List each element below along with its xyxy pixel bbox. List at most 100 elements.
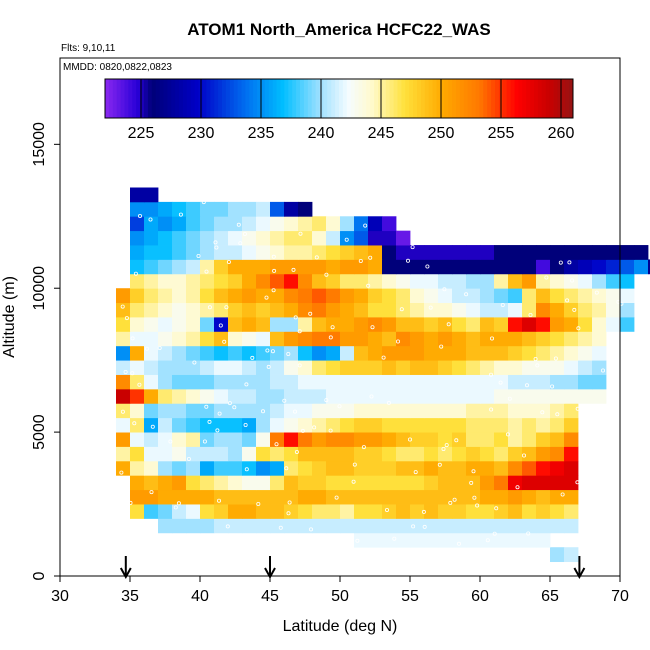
colorbar-segment [463,79,469,118]
heatmap-cell [214,446,229,462]
colorbar-segment [409,79,414,118]
heatmap-cell [354,230,369,246]
colorbar-segment [413,79,418,118]
sample-point [149,490,154,495]
colorbar-segment [537,79,543,118]
heatmap-cell [382,360,397,375]
heatmap-cell [186,331,201,347]
heatmap-cell [116,388,131,404]
heatmap-cell [214,302,229,318]
heatmap-cell [522,288,537,304]
heatmap-cell [228,273,243,289]
colorbar-segment [272,79,278,118]
heatmap-cell [410,302,425,318]
heatmap-cell [144,201,159,217]
sample-point [244,467,249,472]
sample-point [528,312,533,317]
heatmap-cell [228,432,243,447]
heatmap-cell [130,187,145,203]
heatmap-cell [438,331,453,347]
heatmap-cell [354,245,369,260]
heatmap-cell [116,432,131,447]
heatmap-cell [186,288,201,304]
heatmap-cell [620,245,635,260]
heatmap-cell [564,360,579,375]
heatmap-cell [214,201,229,217]
heatmap-cell [326,403,341,419]
heatmap-cell [270,518,285,534]
sample-point [298,231,303,236]
heatmap-cell [578,302,593,318]
colorbar-segment [128,79,133,118]
sample-point [328,428,333,433]
heatmap-cell [228,475,243,491]
heatmap-cell [452,475,467,491]
heatmap-cell [508,388,523,404]
heatmap-cell [368,504,383,519]
heatmap-cell [494,504,509,519]
heatmap-cell [326,317,341,332]
heatmap-cell [242,388,257,404]
x-tick-label: 70 [611,588,629,605]
heatmap-cell [550,288,565,304]
heatmap-cell [256,504,271,519]
heatmap-cell [396,403,411,419]
heatmap-cell [270,504,285,519]
heatmap-cell [368,331,383,347]
heatmap-cell [382,518,397,534]
heatmap-cell [284,388,299,404]
colorbar-segment [526,79,531,118]
heatmap-cell [144,475,159,491]
heatmap-cell [606,273,621,289]
sample-point [352,462,357,467]
sample-point [218,323,223,328]
colorbar-segment [342,79,348,118]
sample-point [492,531,497,536]
sample-point [293,315,298,320]
sample-point [130,336,135,341]
heatmap-cell [284,432,299,447]
heatmap-cell [508,288,523,304]
heatmap-cell [550,302,565,318]
heatmap-cell [312,360,327,375]
sample-point [421,509,426,514]
heatmap-cell [550,403,565,419]
heatmap-cell [200,245,215,260]
heatmap-cell [312,230,327,246]
heatmap-cell [144,230,159,246]
heatmap-cell [130,216,145,232]
heatmap-cell [200,302,215,318]
colorbar-segment [483,79,488,118]
heatmap-cell [284,403,299,419]
heatmap-cell [536,302,551,318]
colorbar-segment [448,79,453,118]
heatmap-cell [116,345,131,361]
sample-point [334,495,339,500]
heatmap-cell [522,475,537,491]
heatmap-cell [466,417,481,433]
heatmap-cell [536,489,551,505]
heatmap-cell [438,489,453,505]
heatmap-cell [480,403,495,419]
arrow-head [119,567,132,580]
heatmap-cell [424,432,439,447]
sample-point [594,290,599,295]
heatmap-cell [214,504,229,519]
heatmap-cell [130,374,145,390]
sample-point [133,271,138,276]
heatmap-cell [312,302,327,318]
heatmap-cell [172,388,187,404]
heatmap-cell [424,360,439,375]
heatmap-cell [172,403,187,419]
heatmap-cell [298,432,313,447]
heatmap-cell [354,417,369,433]
sample-point [274,442,279,447]
heatmap-cell [200,259,215,275]
heatmap-cell [564,417,579,433]
heatmap-cell [340,374,355,390]
heatmap-cell [144,417,159,433]
x-tick-label: 65 [541,588,559,605]
heatmap-cell [186,518,201,534]
heatmap-cell [550,374,565,390]
heatmap-cell [368,403,383,419]
